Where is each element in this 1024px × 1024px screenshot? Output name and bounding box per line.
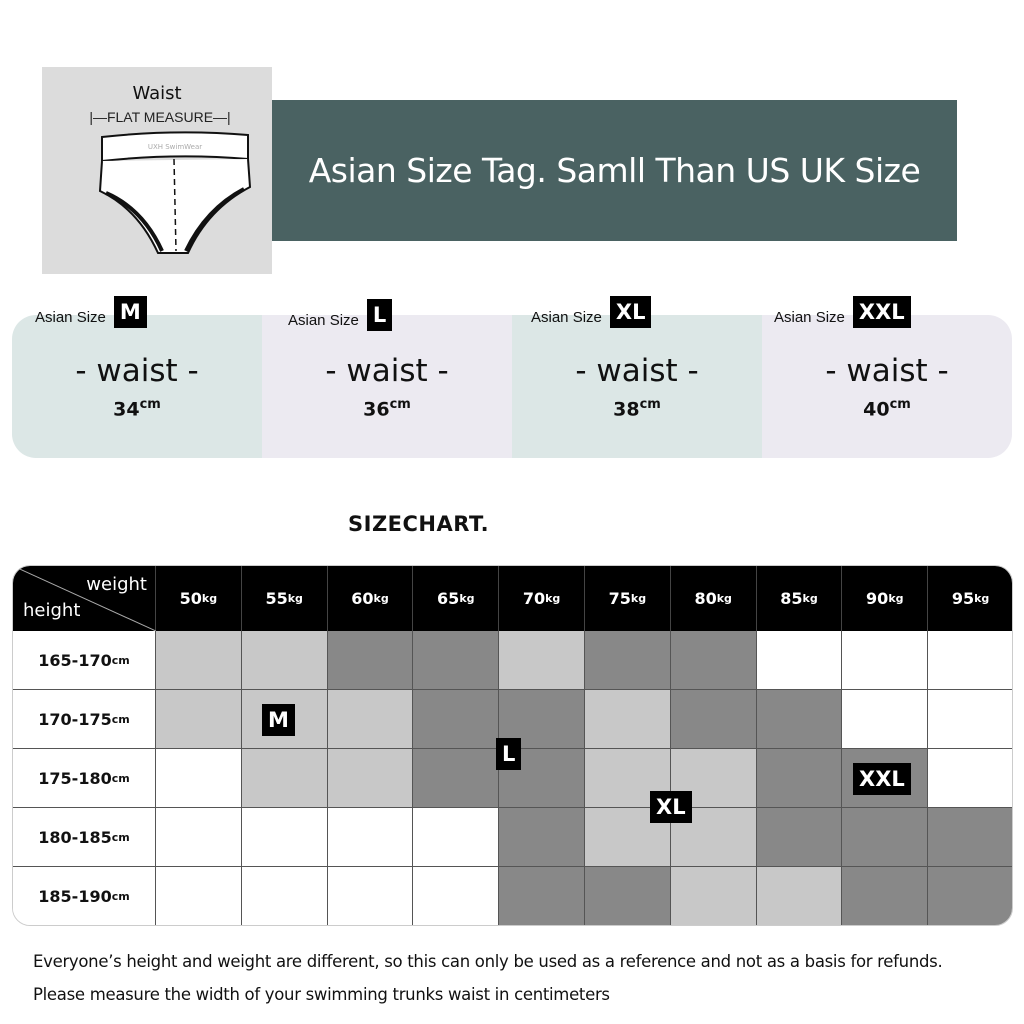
size-cell <box>670 631 757 690</box>
size-cell <box>928 808 1012 867</box>
height-row-label: 180-185 cm <box>13 808 156 867</box>
asian-size-label: Asian Size XL <box>531 296 652 328</box>
height-row-label: 165-170 cm <box>13 631 156 690</box>
weight-header: 95 kg <box>928 566 1012 631</box>
size-cell <box>670 690 757 749</box>
size-badge: XXL <box>852 296 911 328</box>
size-cell <box>585 631 671 690</box>
briefs-icon: UXH SwimWear <box>98 131 252 254</box>
size-cell <box>241 631 328 690</box>
weight-header: 60 kg <box>327 566 414 631</box>
size-cell <box>241 749 328 808</box>
weight-header: 80 kg <box>670 566 757 631</box>
size-tag-xl: XL <box>650 791 692 823</box>
size-cell <box>499 808 585 867</box>
size-cell <box>499 867 585 925</box>
size-card-xxl: - waist - 40cm <box>762 315 1012 458</box>
waist-measure-illustration: Waist |—FLAT MEASURE—| UXH SwimWear <box>42 67 272 274</box>
size-cell <box>156 690 242 749</box>
height-row-label: 175-180 cm <box>13 749 156 808</box>
weight-header: 50 kg <box>156 566 242 631</box>
size-cell <box>241 867 328 925</box>
size-badge: L <box>366 299 393 331</box>
waist-value: 38cm <box>613 397 661 421</box>
corner-header: weight height <box>13 566 156 631</box>
size-cell <box>327 808 414 867</box>
size-cell <box>156 749 242 808</box>
asian-size-label: Asian Size XXL <box>774 296 911 328</box>
size-tag-m: M <box>262 704 295 736</box>
weight-header: 85 kg <box>756 566 843 631</box>
size-cell <box>327 690 414 749</box>
size-cell <box>928 690 1012 749</box>
size-warning-banner: Asian Size Tag. Samll Than US UK Size <box>272 100 957 241</box>
size-cell <box>842 808 929 867</box>
height-row-label: 185-190 cm <box>13 867 156 925</box>
waist-label: - waist - <box>325 353 449 389</box>
weight-header: 65 kg <box>413 566 500 631</box>
size-card-xl: - waist - 38cm <box>512 315 762 458</box>
size-card-l: - waist - 36cm <box>262 315 512 458</box>
size-badge: XL <box>609 296 652 328</box>
weight-header: 75 kg <box>585 566 671 631</box>
waist-label: - waist - <box>825 353 949 389</box>
weight-axis-label: weight <box>86 574 147 595</box>
size-cell <box>585 690 671 749</box>
size-chart-title: SIZECHART. <box>348 512 490 536</box>
flat-measure-label: |—FLAT MEASURE—| <box>89 109 231 125</box>
size-cell <box>327 867 414 925</box>
size-cell <box>156 808 242 867</box>
weight-header: 70 kg <box>499 566 585 631</box>
size-cell <box>499 631 585 690</box>
height-axis-label: height <box>23 600 81 621</box>
size-tag-l: L <box>496 738 522 770</box>
size-cell <box>756 808 843 867</box>
size-cell <box>842 690 929 749</box>
disclaimer-note: Everyone’s height and weight are differe… <box>33 952 943 971</box>
asian-size-prefix: Asian Size <box>531 309 602 326</box>
size-cell <box>413 749 500 808</box>
waist-label: - waist - <box>75 353 199 389</box>
size-cell <box>756 749 843 808</box>
waist-size-cards: - waist - 34cm - waist - 36cm - waist - 38… <box>12 315 1012 458</box>
illustration-title: Waist <box>132 83 182 104</box>
size-cell <box>585 867 671 925</box>
size-cell <box>928 867 1012 925</box>
size-cell <box>413 631 500 690</box>
size-cell <box>756 867 843 925</box>
asian-size-prefix: Asian Size <box>288 312 359 329</box>
size-cell <box>156 631 242 690</box>
size-cell <box>413 690 500 749</box>
size-tag-xxl: XXL <box>853 763 911 795</box>
waist-label: - waist - <box>575 353 699 389</box>
size-cell <box>327 749 414 808</box>
size-cell <box>928 631 1012 690</box>
asian-size-label: Asian Size M <box>35 296 147 328</box>
measure-note: Please measure the width of your swimmin… <box>33 985 610 1004</box>
size-cell <box>756 690 843 749</box>
size-cell <box>928 749 1012 808</box>
height-row-label: 170-175 cm <box>13 690 156 749</box>
svg-text:UXH SwimWear: UXH SwimWear <box>148 143 202 151</box>
waist-value: 36cm <box>363 397 411 421</box>
size-cell <box>842 867 929 925</box>
asian-size-prefix: Asian Size <box>774 309 845 326</box>
size-cell <box>327 631 414 690</box>
asian-size-prefix: Asian Size <box>35 309 106 326</box>
size-cell <box>756 631 843 690</box>
waist-value: 34cm <box>113 397 161 421</box>
size-cell <box>156 867 242 925</box>
asian-size-label: Asian Size L <box>288 299 393 331</box>
size-cell <box>842 631 929 690</box>
weight-header: 90 kg <box>842 566 929 631</box>
size-cell <box>241 808 328 867</box>
size-card-m: - waist - 34cm <box>12 315 262 458</box>
size-badge: M <box>113 296 147 328</box>
weight-header: 55 kg <box>241 566 328 631</box>
size-cell <box>413 808 500 867</box>
size-cell <box>413 867 500 925</box>
size-cell <box>670 867 757 925</box>
waist-value: 40cm <box>863 397 911 421</box>
size-chart-table: weight height 50 kg 55 kg 60 kg 65 kg 70 kg 75 kg 80… <box>12 565 1013 926</box>
